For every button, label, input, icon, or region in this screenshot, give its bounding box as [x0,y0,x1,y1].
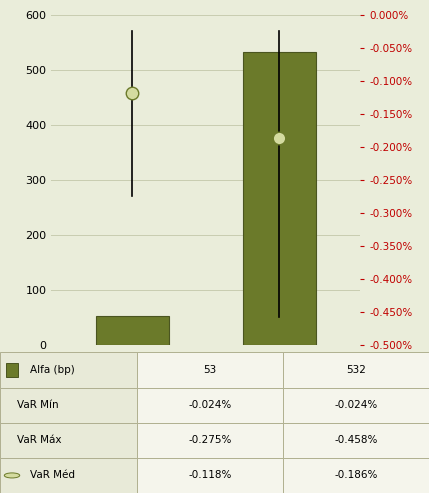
Bar [283,352,429,387]
Bar [283,458,429,493]
Text: 53: 53 [204,365,217,375]
Text: -0.458%: -0.458% [334,435,378,445]
Bar [283,423,429,458]
Bar [0,423,137,458]
Text: VaR Máx: VaR Máx [17,435,62,445]
Text: Alfa (bp): Alfa (bp) [30,365,75,375]
Text: -0.024%: -0.024% [335,400,378,410]
Text: -0.275%: -0.275% [188,435,232,445]
Text: 532: 532 [346,365,366,375]
Bar [0,352,137,387]
Bar [243,52,316,345]
Bar [137,387,283,423]
Bar [137,458,283,493]
Bar [0,387,137,423]
Bar [137,423,283,458]
Bar [283,387,429,423]
Text: VaR Méd: VaR Méd [30,470,75,481]
Text: -0.118%: -0.118% [188,470,232,481]
Text: -0.186%: -0.186% [334,470,378,481]
Text: VaR Mín: VaR Mín [17,400,59,410]
Bar [137,352,283,387]
Bar [96,316,169,345]
Bar [6,363,18,377]
Text: -0.024%: -0.024% [189,400,232,410]
Bar [0,458,137,493]
Circle shape [4,473,20,478]
